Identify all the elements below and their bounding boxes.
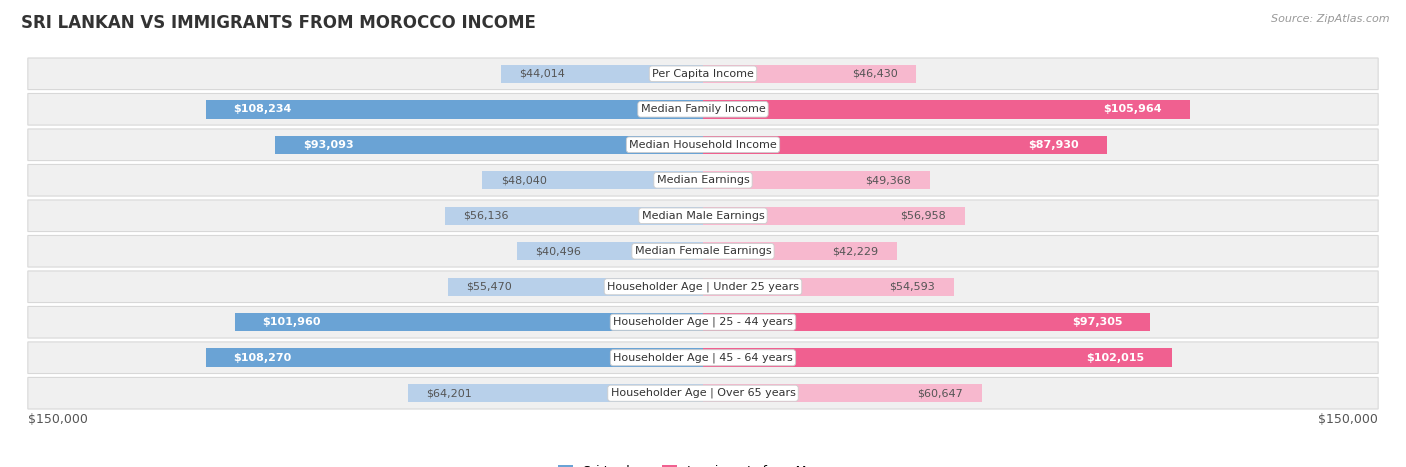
- Bar: [703, 100, 1189, 119]
- FancyBboxPatch shape: [28, 306, 1378, 338]
- Text: $102,015: $102,015: [1085, 353, 1144, 363]
- Bar: [235, 313, 703, 332]
- Text: $150,000: $150,000: [1319, 413, 1378, 426]
- Bar: [449, 277, 703, 296]
- Text: $44,014: $44,014: [519, 69, 565, 79]
- FancyBboxPatch shape: [28, 93, 1378, 125]
- Text: Householder Age | Over 65 years: Householder Age | Over 65 years: [610, 388, 796, 398]
- Text: SRI LANKAN VS IMMIGRANTS FROM MOROCCO INCOME: SRI LANKAN VS IMMIGRANTS FROM MOROCCO IN…: [21, 14, 536, 32]
- Text: $64,201: $64,201: [426, 388, 472, 398]
- Bar: [501, 64, 703, 83]
- Bar: [703, 135, 1107, 154]
- Text: Householder Age | 25 - 44 years: Householder Age | 25 - 44 years: [613, 317, 793, 327]
- Text: Median Male Earnings: Median Male Earnings: [641, 211, 765, 221]
- Legend: Sri Lankan, Immigrants from Morocco: Sri Lankan, Immigrants from Morocco: [553, 460, 853, 467]
- Text: Median Female Earnings: Median Female Earnings: [634, 246, 772, 256]
- Bar: [703, 171, 929, 190]
- Text: $48,040: $48,040: [501, 175, 547, 185]
- Bar: [703, 242, 897, 261]
- Text: $54,593: $54,593: [890, 282, 935, 292]
- Bar: [482, 171, 703, 190]
- Text: $97,305: $97,305: [1071, 317, 1122, 327]
- Bar: [703, 277, 953, 296]
- FancyBboxPatch shape: [28, 200, 1378, 232]
- Bar: [703, 384, 981, 403]
- FancyBboxPatch shape: [28, 377, 1378, 409]
- FancyBboxPatch shape: [28, 164, 1378, 196]
- Text: $93,093: $93,093: [302, 140, 354, 150]
- Text: $60,647: $60,647: [918, 388, 963, 398]
- Text: $150,000: $150,000: [28, 413, 87, 426]
- Bar: [517, 242, 703, 261]
- Text: Householder Age | 45 - 64 years: Householder Age | 45 - 64 years: [613, 353, 793, 363]
- Text: $56,958: $56,958: [900, 211, 946, 221]
- Text: $108,270: $108,270: [233, 353, 291, 363]
- Bar: [703, 313, 1150, 332]
- Text: Median Earnings: Median Earnings: [657, 175, 749, 185]
- Bar: [703, 206, 965, 225]
- Text: Median Family Income: Median Family Income: [641, 104, 765, 114]
- Bar: [205, 100, 703, 119]
- Text: Source: ZipAtlas.com: Source: ZipAtlas.com: [1271, 14, 1389, 24]
- Text: $42,229: $42,229: [832, 246, 879, 256]
- FancyBboxPatch shape: [28, 235, 1378, 267]
- Text: $46,430: $46,430: [852, 69, 898, 79]
- Bar: [205, 348, 703, 367]
- FancyBboxPatch shape: [28, 342, 1378, 374]
- Text: Median Household Income: Median Household Income: [628, 140, 778, 150]
- Text: $105,964: $105,964: [1104, 104, 1163, 114]
- Text: $55,470: $55,470: [467, 282, 512, 292]
- Text: $108,234: $108,234: [233, 104, 292, 114]
- Bar: [408, 384, 703, 403]
- Text: $56,136: $56,136: [464, 211, 509, 221]
- Text: $87,930: $87,930: [1029, 140, 1080, 150]
- FancyBboxPatch shape: [28, 129, 1378, 161]
- FancyBboxPatch shape: [28, 271, 1378, 303]
- Bar: [276, 135, 703, 154]
- Text: Per Capita Income: Per Capita Income: [652, 69, 754, 79]
- Bar: [446, 206, 703, 225]
- Text: $49,368: $49,368: [866, 175, 911, 185]
- Bar: [703, 64, 917, 83]
- FancyBboxPatch shape: [28, 58, 1378, 90]
- Text: $101,960: $101,960: [263, 317, 321, 327]
- Text: Householder Age | Under 25 years: Householder Age | Under 25 years: [607, 282, 799, 292]
- Text: $40,496: $40,496: [536, 246, 581, 256]
- Bar: [703, 348, 1171, 367]
